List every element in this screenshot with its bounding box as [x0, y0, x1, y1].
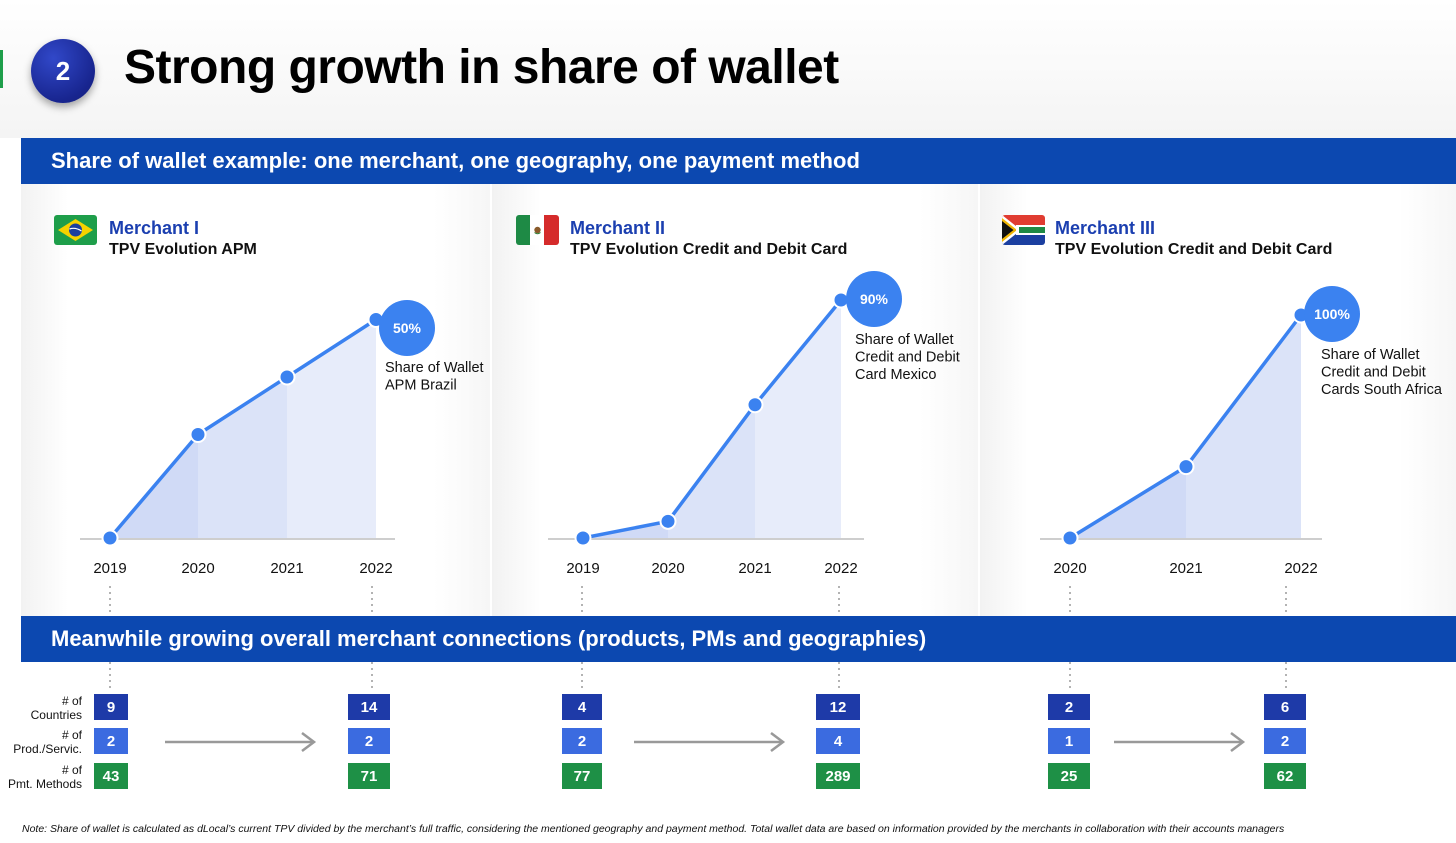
footnote: Note: Share of wallet is calculated as d… — [22, 823, 1285, 835]
pm-label-text: # of Pmt. Methods — [7, 763, 82, 791]
products-label-text: # of Prod./Servic. — [13, 728, 82, 756]
merchant-2-subtitle: TPV Evolution Credit and Debit Card — [570, 241, 848, 258]
merchant-3-countries-start: 2 — [1048, 694, 1090, 720]
bottom-section-banner: Meanwhile growing overall merchant conne… — [21, 616, 1456, 662]
top-section-banner: Share of wallet example: one merchant, o… — [21, 138, 1456, 184]
products-row-label: # of Prod./Servic. — [0, 728, 82, 756]
merchant-1-products-end: 2 — [348, 728, 390, 754]
merchant-3-pm-start: 25 — [1048, 763, 1090, 789]
countries-row-label: # of Countries — [0, 694, 82, 722]
merchant-2-name: Merchant II — [570, 218, 666, 238]
merchant-2-pm-end: 289 — [816, 763, 860, 789]
countries-label-text: # of Countries — [30, 694, 82, 722]
merchant-3-products-start: 1 — [1048, 728, 1090, 754]
south-africa-flag-icon — [1002, 215, 1045, 245]
merchant-3-subtitle: TPV Evolution Credit and Debit Card — [1055, 241, 1333, 258]
page-title: Strong growth in share of wallet — [124, 41, 839, 94]
merchant-1-countries-start: 9 — [94, 694, 128, 720]
growth-arrow-2 — [634, 732, 786, 752]
header-band — [0, 0, 1456, 138]
merchant-2-countries-end: 12 — [816, 694, 860, 720]
growth-arrow-3 — [1114, 732, 1246, 752]
growth-arrow-1 — [165, 732, 317, 752]
merchant-1-pm-end: 71 — [348, 763, 390, 789]
merchant-3-countries-end: 6 — [1264, 694, 1306, 720]
merchant-1-name: Merchant I — [109, 218, 200, 238]
section-number-badge: 2 — [31, 39, 95, 103]
merchant-2-products-start: 2 — [562, 728, 602, 754]
brazil-flag-icon — [54, 215, 97, 245]
accent-tick — [0, 50, 3, 88]
merchant-2-products-end: 4 — [816, 728, 860, 754]
merchant-3-name: Merchant III — [1055, 218, 1156, 238]
merchant-1-subtitle: TPV Evolution APM — [109, 241, 257, 258]
merchant-1-products-start: 2 — [94, 728, 128, 754]
merchant-3-products-end: 2 — [1264, 728, 1306, 754]
merchant-3-pm-end: 62 — [1264, 763, 1306, 789]
pm-row-label: # of Pmt. Methods — [0, 763, 82, 791]
merchant-2-pm-start: 77 — [562, 763, 602, 789]
merchant-1-pm-start: 43 — [94, 763, 128, 789]
mexico-flag-icon — [516, 215, 559, 245]
merchant-2-countries-start: 4 — [562, 694, 602, 720]
merchant-1-countries-end: 14 — [348, 694, 390, 720]
